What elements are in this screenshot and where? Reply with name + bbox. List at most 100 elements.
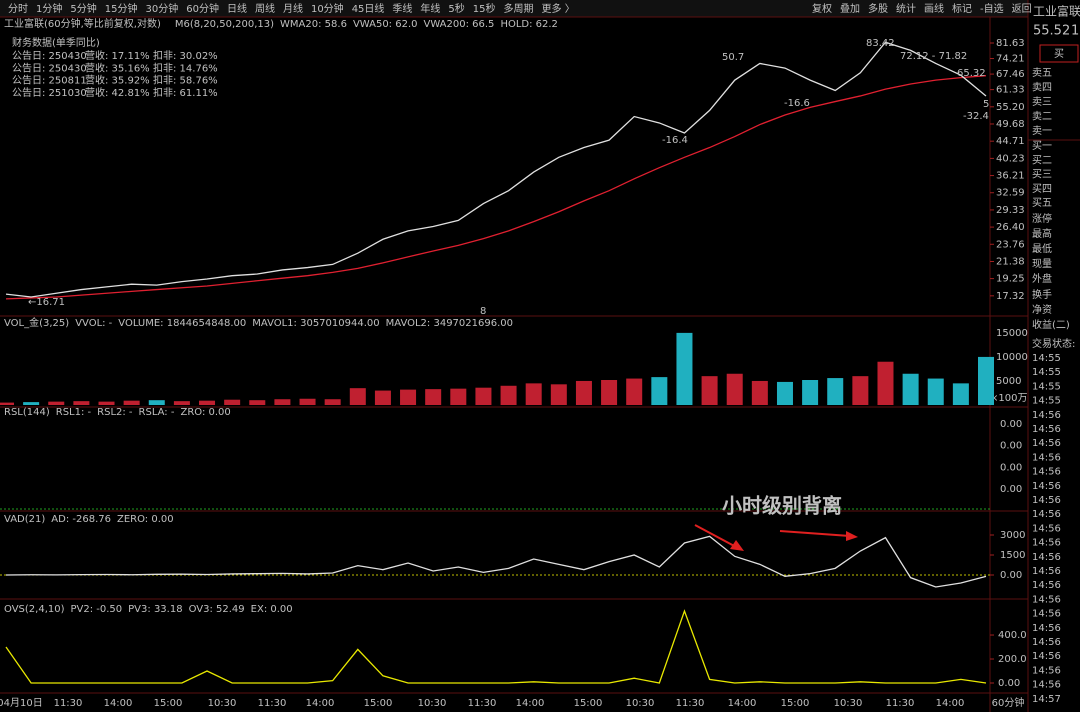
stat-label: 收益(二) — [1032, 318, 1070, 331]
volume-bar — [73, 401, 90, 405]
finance-cell: 营收: 17.11% — [85, 49, 150, 62]
volume-bar — [626, 378, 643, 405]
order-book-label: 买一 — [1032, 140, 1052, 152]
period-tab[interactable]: 更多 〉 — [542, 2, 575, 15]
stat-label: 最低 — [1032, 242, 1052, 255]
volume-bar — [952, 383, 969, 405]
stat-label: 最高 — [1032, 227, 1052, 240]
volume-bar — [802, 380, 819, 405]
volume-bar — [450, 388, 467, 405]
x-tick-label: 11:30 — [886, 698, 915, 709]
price-tick-label: 61.33 — [996, 85, 1025, 96]
finance-cell: 公告日: 251030 — [12, 86, 87, 99]
stat-label: 现量 — [1032, 258, 1052, 270]
period-tab[interactable]: 月线 — [283, 2, 303, 15]
volume-tick-label: 5000 — [996, 376, 1021, 387]
toolbar-action[interactable]: 标记 — [952, 3, 972, 15]
side-change: 1. — [1071, 24, 1080, 39]
period-tab[interactable]: 1分钟 — [36, 2, 62, 15]
rsl-tick-label: 0.00 — [1000, 462, 1022, 473]
trade-time: 14:55 — [1032, 367, 1061, 378]
trade-time: 14:57 — [1032, 694, 1061, 705]
x-tick-label: 11:30 — [676, 698, 705, 709]
trade-time: 14:56 — [1032, 410, 1061, 421]
toolbar-action[interactable]: 多股 — [868, 2, 888, 15]
order-book-label: 买三 — [1032, 169, 1052, 181]
vad-tick-label: 0.00 — [1000, 570, 1022, 581]
order-book-label: 买二 — [1032, 154, 1052, 166]
price-tick-label: 74.21 — [996, 54, 1025, 65]
period-tab[interactable]: 多周期 — [504, 2, 534, 15]
toolbar-action[interactable]: 叠加 — [840, 3, 860, 15]
x-tick-label: 10:30 — [834, 698, 863, 709]
finance-cell: 公告日: 250811 — [12, 74, 87, 87]
toolbar-action[interactable]: 画线 — [924, 2, 944, 15]
pane-legend: RSLA: - — [139, 407, 175, 418]
trade-time: 14:56 — [1032, 637, 1061, 648]
pane-legend: OVS(2,4,10) — [4, 604, 65, 615]
period-tab[interactable]: 季线 — [392, 2, 412, 15]
trade-time: 14:56 — [1032, 467, 1061, 478]
toolbar-action[interactable]: -自选 — [980, 2, 1004, 15]
volume-bar — [123, 400, 140, 405]
volume-bar — [274, 399, 291, 405]
period-tab[interactable]: 30分钟 — [145, 2, 178, 15]
finance-heading: 财务数据(单季同比) — [12, 36, 100, 49]
toolbar-action[interactable]: 复权 — [812, 2, 832, 15]
period-tab[interactable]: 年线 — [420, 2, 440, 15]
price-tick-label: 29.33 — [996, 205, 1025, 216]
period-tab[interactable]: 分时 — [8, 3, 28, 15]
pane-legend: ZERO: 0.00 — [117, 514, 174, 525]
period-tab[interactable]: 45日线 — [352, 2, 385, 15]
period-tab[interactable]: 5秒 — [448, 2, 464, 15]
trade-time: 14:56 — [1032, 580, 1061, 591]
period-tab[interactable]: 日线 — [227, 2, 247, 15]
stat-label: 涨停 — [1032, 212, 1052, 225]
volume-bar — [500, 385, 517, 405]
volume-bar — [550, 384, 567, 405]
rsl-tick-label: 0.00 — [1000, 419, 1022, 430]
buy-label[interactable]: 买 — [1054, 48, 1064, 60]
trade-time: 14:56 — [1032, 623, 1061, 634]
chart-title: 工业富联(60分钟,等比前复权,对数) — [4, 17, 161, 30]
period-tab[interactable]: 60分钟 — [186, 2, 219, 15]
pane-legend: VOLUME: 1844654848.00 — [118, 318, 246, 329]
pane-legend: MAVOL1: 3057010944.00 — [252, 318, 379, 329]
toolbar-action[interactable]: 统计 — [896, 2, 916, 15]
toolbar-action[interactable]: 返回 — [1012, 3, 1032, 15]
ma-legend: VWA50: 62.0 — [353, 19, 418, 30]
trade-time: 14:56 — [1032, 538, 1061, 549]
x-tick-label: 14:00 — [104, 698, 133, 709]
x-tick-label: 60分钟 — [992, 696, 1025, 709]
volume-bar — [324, 399, 341, 405]
finance-cell: 公告日: 250430 — [12, 61, 87, 74]
buy-button[interactable] — [1039, 44, 1079, 63]
trade-time: 14:56 — [1032, 424, 1061, 435]
stat-label: 外盘 — [1032, 272, 1052, 285]
price-tick-label: 23.76 — [996, 239, 1025, 250]
trade-time: 14:56 — [1032, 651, 1061, 662]
volume-bar — [525, 383, 542, 405]
volume-unit: ×100万 — [990, 393, 1027, 404]
ma-legend: HOLD: 62.2 — [500, 19, 557, 30]
volume-bar — [978, 356, 994, 405]
x-tick-label: 11:30 — [258, 698, 287, 709]
toolbar-bg — [0, 0, 1028, 17]
x-tick-label: 11:30 — [468, 698, 497, 709]
price-annotation: 50.7 — [722, 52, 744, 63]
volume-tick-label: 15000 — [996, 328, 1028, 339]
period-tab[interactable]: 周线 — [255, 2, 275, 15]
x-tick-label: 15:00 — [154, 698, 183, 709]
pane-legend: ZRO: 0.00 — [180, 407, 230, 418]
price-annotation: ←16.71 — [28, 297, 65, 308]
indicator-name: M6(8,20,50,200,13) — [175, 19, 274, 30]
volume-bar — [751, 380, 768, 405]
period-tab[interactable]: 5分钟 — [70, 2, 96, 15]
trade-time: 14:55 — [1032, 381, 1061, 392]
period-tab[interactable]: 15秒 — [473, 2, 496, 15]
volume-bar — [827, 378, 844, 405]
volume-bar — [651, 377, 668, 405]
period-tab[interactable]: 10分钟 — [311, 2, 344, 15]
period-tab[interactable]: 15分钟 — [105, 2, 138, 15]
